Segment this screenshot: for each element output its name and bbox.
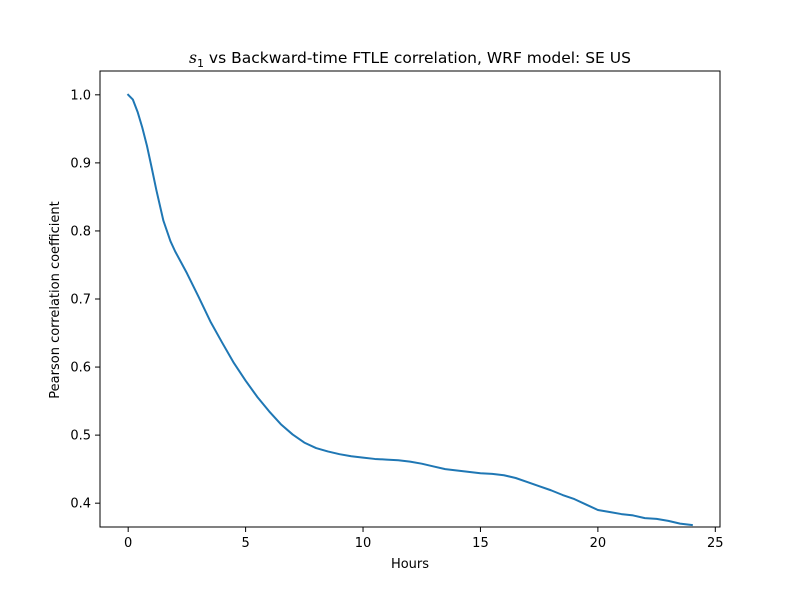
x-tick-label: 20 xyxy=(590,536,607,551)
y-tick-label: 0.6 xyxy=(70,361,91,376)
y-tick-label: 0.5 xyxy=(70,429,91,444)
plot-area: 0 5 10 15 20 25 0.4 0.5 0.6 0.7 0.8 0.9 1.0 xyxy=(70,70,724,551)
chart-title: s1 vs Backward-time FTLE correlation, WR… xyxy=(189,49,631,70)
x-tick-label: 5 xyxy=(241,536,249,551)
y-tick-label: 0.4 xyxy=(70,497,91,512)
x-tick-label: 25 xyxy=(707,536,724,551)
x-tick-label: 10 xyxy=(355,536,372,551)
title-text: vs Backward-time FTLE correlation, WRF m… xyxy=(204,49,631,67)
y-tick-label: 1.0 xyxy=(70,88,91,103)
y-tick-label: 0.8 xyxy=(70,224,91,239)
x-axis-label: Hours xyxy=(391,557,429,572)
y-axis-label: Pearson correlation coefficient xyxy=(48,201,63,398)
y-tick-label: 0.7 xyxy=(70,293,91,308)
title-subscript: 1 xyxy=(197,57,204,70)
x-tick-label: 15 xyxy=(472,536,489,551)
y-tick-label: 0.9 xyxy=(70,156,91,171)
x-tick-label: 0 xyxy=(124,536,132,551)
title-symbol: s xyxy=(189,49,197,67)
series-line-0 xyxy=(126,93,693,527)
